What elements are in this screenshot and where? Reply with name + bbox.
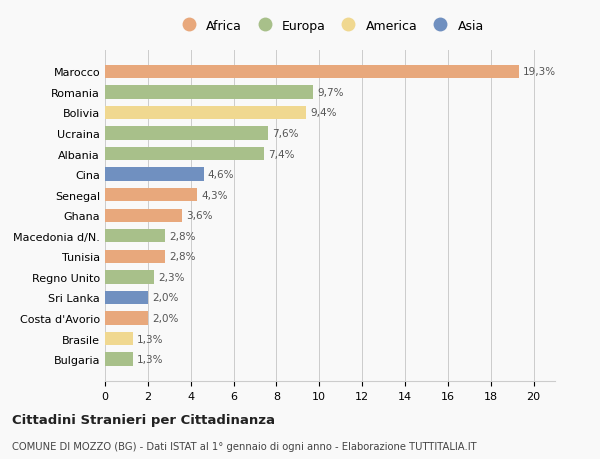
Bar: [105, 127, 268, 140]
Text: 2,3%: 2,3%: [158, 272, 185, 282]
Bar: [105, 250, 165, 263]
Bar: [105, 332, 133, 346]
Legend: Africa, Europa, America, Asia: Africa, Europa, America, Asia: [171, 15, 489, 38]
Bar: [105, 168, 203, 181]
Text: COMUNE DI MOZZO (BG) - Dati ISTAT al 1° gennaio di ogni anno - Elaborazione TUTT: COMUNE DI MOZZO (BG) - Dati ISTAT al 1° …: [12, 441, 476, 451]
Text: 9,4%: 9,4%: [311, 108, 337, 118]
Bar: [105, 312, 148, 325]
Bar: [105, 271, 154, 284]
Text: Cittadini Stranieri per Cittadinanza: Cittadini Stranieri per Cittadinanza: [12, 413, 275, 426]
Bar: [105, 106, 307, 120]
Text: 2,8%: 2,8%: [169, 231, 196, 241]
Bar: [105, 209, 182, 223]
Bar: [105, 291, 148, 304]
Text: 2,0%: 2,0%: [152, 313, 179, 323]
Bar: [105, 86, 313, 99]
Text: 1,3%: 1,3%: [137, 334, 164, 344]
Text: 9,7%: 9,7%: [317, 88, 344, 98]
Bar: [105, 230, 165, 243]
Text: 7,6%: 7,6%: [272, 129, 299, 139]
Text: 3,6%: 3,6%: [187, 211, 213, 221]
Text: 4,3%: 4,3%: [202, 190, 228, 200]
Text: 19,3%: 19,3%: [523, 67, 556, 77]
Bar: [105, 147, 263, 161]
Text: 2,8%: 2,8%: [169, 252, 196, 262]
Text: 2,0%: 2,0%: [152, 293, 179, 303]
Bar: [105, 353, 133, 366]
Bar: [105, 66, 518, 79]
Text: 1,3%: 1,3%: [137, 354, 164, 364]
Bar: [105, 189, 197, 202]
Text: 4,6%: 4,6%: [208, 170, 235, 180]
Text: 7,4%: 7,4%: [268, 149, 295, 159]
